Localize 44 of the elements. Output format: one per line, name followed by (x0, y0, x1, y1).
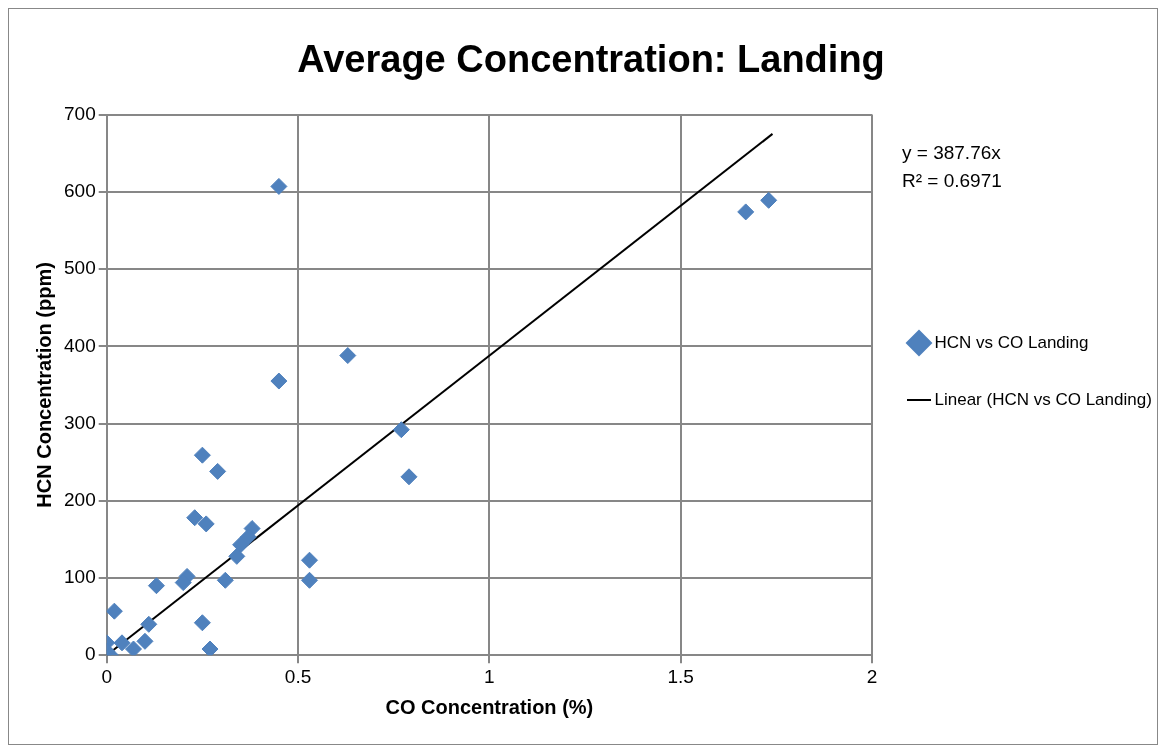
point (147, 577, 165, 595)
point (270, 372, 288, 390)
point (193, 614, 211, 632)
point (124, 640, 142, 656)
y-tick-label: 400 (64, 334, 96, 356)
point (228, 547, 246, 565)
point (232, 536, 250, 554)
text: R² = 0.6971 (902, 170, 1002, 192)
point (760, 191, 778, 209)
point (209, 462, 227, 480)
point (106, 602, 123, 620)
legend-label: Linear (HCN vs CO Landing) (934, 389, 1152, 409)
point (339, 347, 357, 365)
y-tick-label: 200 (64, 488, 96, 510)
x-tick-label: 1 (484, 665, 495, 687)
point (737, 203, 755, 221)
point (392, 421, 410, 439)
point (201, 640, 219, 656)
point (140, 615, 158, 633)
y-tick-label: 700 (64, 102, 96, 124)
point (216, 571, 234, 589)
x-tick-label: 0.5 (284, 665, 312, 687)
y-tick-label: 500 (64, 257, 96, 279)
point (301, 551, 319, 569)
y-tick-label: 0 (85, 643, 96, 665)
y-tick-label: 300 (64, 411, 96, 433)
y-tick-label: 600 (64, 180, 96, 202)
x-tick-label: 2 (866, 665, 878, 687)
y-tick-label: 100 (64, 566, 96, 588)
x-tick-label: 0 (101, 665, 112, 687)
legend-label: HCN vs CO Landing (934, 332, 1089, 352)
point (136, 632, 154, 650)
chart-title: Average Concentration: Landing (297, 38, 885, 81)
x-axis-title: CO Concentration (%) (385, 695, 594, 718)
point (400, 468, 418, 486)
point (301, 571, 319, 589)
point (186, 509, 204, 527)
point (270, 177, 288, 195)
point (197, 515, 215, 533)
y-axis-title: HCN Concentration (ppm) (32, 262, 55, 508)
point (193, 446, 211, 464)
point (113, 634, 131, 652)
x-tick-label: 1.5 (667, 665, 694, 687)
text: y = 387.76x (902, 142, 1002, 164)
